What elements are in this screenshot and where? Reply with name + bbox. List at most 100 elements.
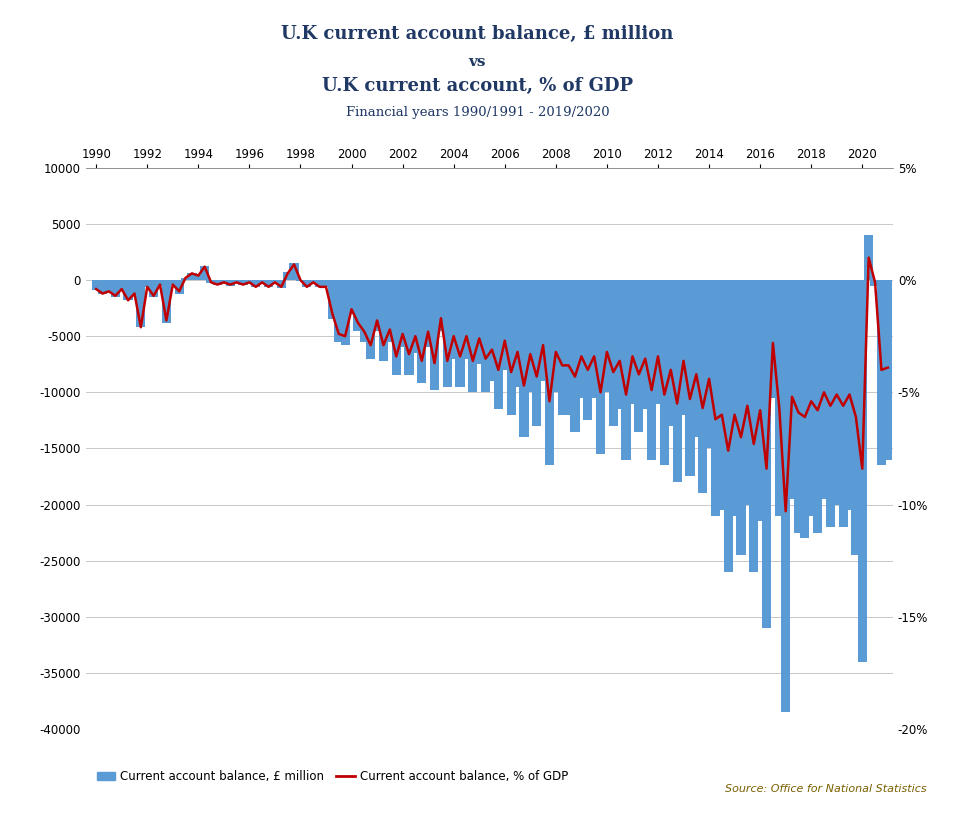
Bar <box>334 280 344 342</box>
Bar <box>283 272 292 280</box>
Bar <box>168 280 178 284</box>
Bar <box>328 280 337 319</box>
Bar <box>819 280 829 499</box>
Bar <box>232 280 242 283</box>
Bar <box>130 280 139 293</box>
Text: Source: Office for National Statistics: Source: Office for National Statistics <box>725 785 926 794</box>
Bar <box>775 280 784 516</box>
Text: Financial years 1990/1991 - 2019/2020: Financial years 1990/1991 - 2019/2020 <box>346 106 609 120</box>
Bar <box>156 280 164 286</box>
Bar <box>225 280 235 286</box>
Bar <box>717 280 727 510</box>
Bar <box>615 280 625 410</box>
Bar <box>98 280 107 293</box>
Bar <box>532 280 541 426</box>
Bar <box>634 280 644 432</box>
Bar <box>258 280 266 283</box>
Bar <box>513 280 522 387</box>
Bar <box>813 280 822 532</box>
Bar <box>769 280 777 398</box>
Bar <box>353 280 363 331</box>
Bar <box>539 280 547 381</box>
Bar <box>520 280 528 437</box>
Bar <box>468 280 478 392</box>
Bar <box>379 280 388 361</box>
Bar <box>826 280 835 527</box>
Bar <box>877 280 886 465</box>
Bar <box>308 280 318 283</box>
Bar <box>161 280 171 323</box>
Bar <box>558 280 567 414</box>
Bar <box>404 280 414 375</box>
Bar <box>456 280 465 387</box>
Bar <box>398 280 407 347</box>
Text: U.K current account, % of GDP: U.K current account, % of GDP <box>322 77 633 95</box>
Bar <box>570 280 580 432</box>
Bar <box>622 280 630 459</box>
Bar <box>883 280 892 459</box>
Bar <box>92 280 101 290</box>
Bar <box>417 280 426 383</box>
Bar <box>142 280 152 287</box>
Bar <box>838 280 848 527</box>
Bar <box>289 263 299 280</box>
Bar <box>660 280 668 465</box>
Bar <box>430 280 439 390</box>
Bar <box>494 280 503 410</box>
Bar <box>832 280 841 505</box>
Bar <box>322 280 330 287</box>
Bar <box>807 280 816 516</box>
Bar <box>672 280 682 482</box>
Bar <box>239 280 247 284</box>
Bar <box>667 280 675 426</box>
Bar <box>781 280 791 712</box>
Bar <box>111 280 120 297</box>
Bar <box>411 280 420 353</box>
Bar <box>187 274 197 280</box>
Bar <box>449 280 458 359</box>
Bar <box>551 280 561 392</box>
Bar <box>302 280 311 287</box>
Bar <box>589 280 599 398</box>
Bar <box>743 280 752 505</box>
Bar <box>596 280 605 454</box>
Bar <box>749 280 758 572</box>
Bar <box>724 280 732 572</box>
Bar <box>691 280 701 437</box>
Bar <box>180 278 190 280</box>
Bar <box>705 280 713 449</box>
Bar <box>794 280 803 532</box>
Bar <box>443 280 452 387</box>
Bar <box>653 280 663 404</box>
Bar <box>315 280 324 287</box>
Bar <box>270 280 280 283</box>
Bar <box>870 280 880 286</box>
Bar <box>711 280 720 516</box>
Bar <box>525 280 535 392</box>
Bar <box>608 280 618 426</box>
Bar <box>788 280 796 499</box>
Bar <box>347 280 356 314</box>
Bar <box>641 280 649 410</box>
Bar <box>686 280 694 477</box>
Bar <box>851 280 860 555</box>
Bar <box>730 280 739 516</box>
Bar <box>372 280 382 331</box>
Bar <box>584 280 592 420</box>
Bar <box>244 280 254 283</box>
Bar <box>341 280 350 345</box>
Bar <box>251 280 261 287</box>
Bar <box>800 280 810 538</box>
Bar <box>845 280 854 510</box>
Bar <box>627 280 637 404</box>
Bar <box>577 280 586 398</box>
Bar <box>755 280 765 522</box>
Bar <box>104 280 114 292</box>
Bar <box>424 280 433 347</box>
Bar <box>564 280 573 414</box>
Bar <box>545 280 554 465</box>
Bar <box>864 235 873 280</box>
Text: U.K current account balance, £ million: U.K current account balance, £ million <box>282 25 673 43</box>
Bar <box>149 280 159 297</box>
Bar <box>679 280 689 414</box>
